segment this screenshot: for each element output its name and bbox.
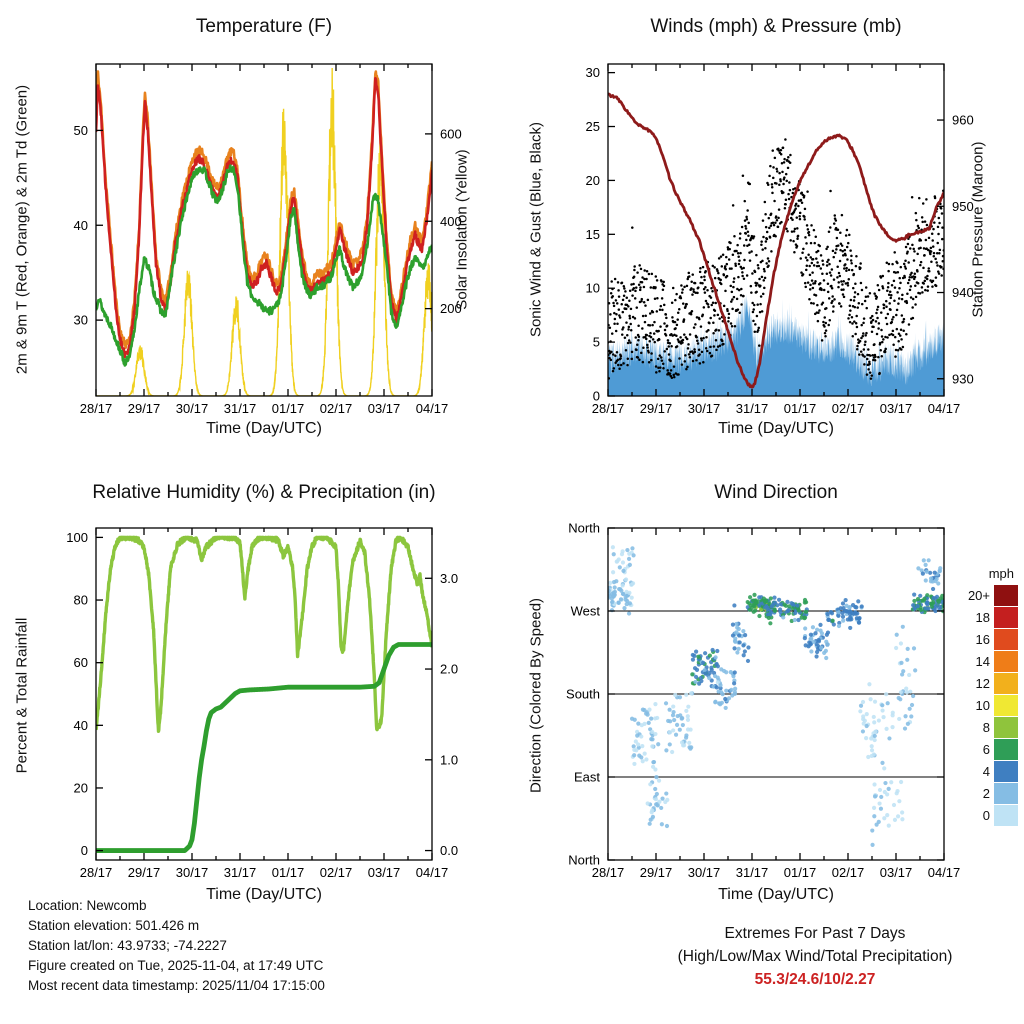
colorbar-row: 2: [948, 782, 1018, 804]
humidity-x-axis-label: Time (Day/UTC): [206, 886, 322, 903]
wind-left-axis-label: Sonic Wind & Gust (Blue, Black): [527, 121, 545, 338]
speed-colorbar: mph 20+ 18 16 14 12 10 8 6 4 2 0: [948, 566, 1018, 826]
colorbar-swatch: [994, 738, 1018, 760]
station-info: Location: Newcomb Station elevation: 501…: [28, 896, 325, 996]
colorbar-tick-label: 8: [982, 719, 990, 735]
winds-pressure-chart-canvas: [512, 0, 1024, 460]
percent-rainfall-axis-label: Percent & Total Rainfall: [13, 617, 31, 774]
colorbar-tick-label: 2: [982, 785, 990, 801]
colorbar-scale: 20+ 18 16 14 12 10 8 6 4 2 0: [948, 584, 1018, 826]
colorbar-tick-label: 14: [975, 653, 990, 669]
colorbar-row: 12: [948, 672, 1018, 694]
colorbar-row: 6: [948, 738, 1018, 760]
station-elevation: Station elevation: 501.426 m: [28, 918, 200, 933]
extremes-values: 55.3/24.6/10/2.27: [754, 971, 876, 988]
station-latlon: Station lat/lon: 43.9733; -74.2227: [28, 938, 227, 953]
colorbar-row: 18: [948, 606, 1018, 628]
temperature-title: Temperature (F): [195, 16, 333, 37]
colorbar-swatch: [994, 628, 1018, 650]
colorbar-tick-label: 0: [982, 807, 990, 823]
figure-created: Figure created on Tue, 2025-11-04, at 17…: [28, 958, 324, 973]
colorbar-row: 0: [948, 804, 1018, 826]
colorbar-row: 20+: [948, 584, 1018, 606]
direction-x-axis-label: Time (Day/UTC): [718, 886, 834, 903]
colorbar-swatch: [994, 716, 1018, 738]
colorbar-tick-label: 12: [975, 675, 990, 691]
colorbar-swatch: [994, 650, 1018, 672]
temperature-chart-canvas: [0, 0, 512, 460]
station-location: Location: Newcomb: [28, 898, 147, 913]
humidity-precip-title: Relative Humidity (%) & Precipitation (i…: [92, 482, 436, 503]
colorbar-swatch: [994, 694, 1018, 716]
temperature-x-axis-label: Time (Day/UTC): [206, 420, 322, 437]
direction-axis-label: Direction (Colored By Speed): [527, 597, 545, 794]
colorbar-tick-label: 16: [975, 631, 990, 647]
winds-x-axis-label: Time (Day/UTC): [718, 420, 834, 437]
winds-pressure-title: Winds (mph) & Pressure (mb): [650, 16, 902, 37]
colorbar-units-label: mph: [988, 566, 1014, 581]
colorbar-row: 4: [948, 760, 1018, 782]
data-timestamp: Most recent data timestamp: 2025/11/04 1…: [28, 978, 325, 993]
colorbar-tick-label: 6: [982, 741, 990, 757]
extremes-block: Extremes For Past 7 Days (High/Low/Max W…: [600, 922, 1024, 991]
wind-direction-chart-canvas: [512, 464, 1024, 924]
colorbar-tick-label: 18: [975, 609, 990, 625]
colorbar-swatch: [994, 760, 1018, 782]
temperature-left-axis-label: 2m & 9m T (Red, Orange) & 2m Td (Green): [13, 84, 31, 375]
colorbar-tick-label: 10: [975, 697, 990, 713]
colorbar-row: 14: [948, 650, 1018, 672]
colorbar-swatch: [994, 584, 1018, 606]
colorbar-swatch: [994, 606, 1018, 628]
extremes-subtitle: (High/Low/Max Wind/Total Precipitation): [677, 948, 953, 965]
humidity-precip-chart-canvas: [0, 464, 512, 924]
solar-right-axis-label: Solar Insolation (Yellow): [453, 149, 471, 310]
colorbar-tick-label: 20+: [967, 587, 990, 603]
extremes-title: Extremes For Past 7 Days: [724, 925, 906, 942]
colorbar-swatch: [994, 804, 1018, 826]
wind-direction-title: Wind Direction: [714, 482, 838, 503]
colorbar-row: 8: [948, 716, 1018, 738]
colorbar-row: 10: [948, 694, 1018, 716]
colorbar-swatch: [994, 782, 1018, 804]
colorbar-row: 16: [948, 628, 1018, 650]
pressure-right-axis-label: Station Pressure (Maroon): [969, 141, 987, 318]
colorbar-swatch: [994, 672, 1018, 694]
colorbar-tick-label: 4: [982, 763, 990, 779]
